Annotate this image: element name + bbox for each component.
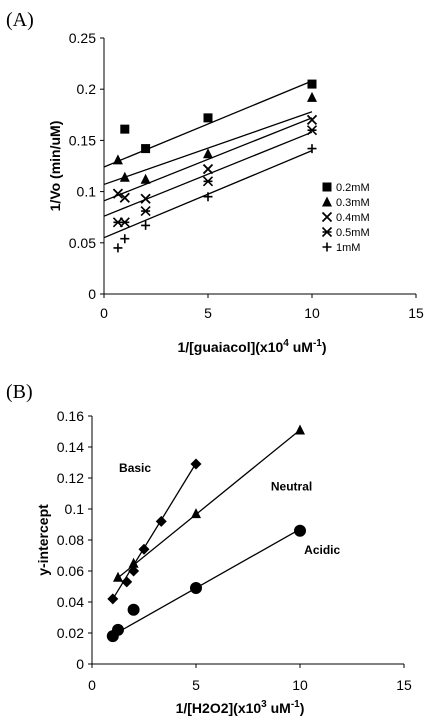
panel-b-point-Basic — [107, 593, 119, 605]
panel-b-point-Basic — [121, 576, 133, 588]
panel-b-annotation-neutral: Neutral — [271, 479, 312, 493]
panel-a-point-0.4mM — [306, 114, 318, 126]
panel-a-point-1mM — [141, 220, 151, 230]
panel-b-point-Acidic — [112, 623, 124, 636]
panel-a-chart: (A) 1/Vo (min/uM) 1/[guaiacol](x104 uM-1… — [6, 9, 424, 355]
panel-a-point-0.3mM — [203, 148, 213, 159]
panel-a-x-axis-label: 1/[guaiacol](x104 uM-1) — [177, 338, 326, 355]
panel-a-y-tick-label: 0.1 — [77, 184, 97, 200]
panel-a-point-0.5mM — [119, 217, 130, 228]
panel-a-plot-area — [104, 38, 416, 294]
panel-a-legend-label: 0.3mM — [336, 197, 370, 209]
panel-a-y-tick-label: 0.05 — [69, 235, 96, 251]
panel-b-point-Basic — [128, 565, 140, 577]
panel-b-fit-line-Neutral — [117, 429, 301, 579]
panel-a-point-0.5mM — [202, 176, 214, 187]
panel-b-y-tick-label: 0.02 — [57, 625, 84, 641]
panel-a-fit-line-0.4mM — [103, 117, 313, 202]
panel-b-chart: (B) y-intercept 1/[H2O2](x103 uM-1) 0 0.0… — [6, 381, 412, 716]
panel-b-label: (B) — [6, 381, 33, 403]
panel-b-y-tick-label: 0.14 — [57, 439, 84, 455]
panel-b-point-Acidic — [127, 603, 140, 616]
panel-a-x-tick-label: 10 — [304, 305, 320, 321]
panel-b-point-Neutral — [191, 508, 201, 519]
panel-a-point-0.5mM — [306, 125, 318, 136]
panel-a-x-tick-label: 15 — [408, 305, 424, 321]
panel-b-y-tick-label: 0.1 — [65, 501, 85, 517]
panel-a-x-tick-label: 5 — [204, 305, 212, 321]
panel-b-point-Basic — [190, 458, 202, 470]
panel-a-legend-marker — [322, 196, 332, 207]
panel-a-y-axis-label: 1/Vo (min/uM) — [47, 121, 63, 212]
panel-a-point-0.2mM — [203, 113, 213, 123]
panel-a-fit-line-0.5mM — [103, 131, 313, 217]
panel-a-point-0.2mM — [141, 144, 151, 154]
panel-b-point-Neutral — [113, 571, 123, 582]
panel-a-point-0.5mM — [140, 205, 151, 217]
panel-a-y-tick-label: 0.15 — [69, 132, 96, 148]
panel-b-y-tick-label: 0.08 — [57, 532, 84, 548]
panel-a-point-0.2mM — [307, 79, 317, 89]
panel-b-x-tick-label: 0 — [88, 677, 96, 693]
panel-b-point-Neutral — [295, 424, 305, 435]
panel-a-point-0.4mM — [202, 163, 214, 175]
panel-a-legend-marker — [321, 226, 333, 238]
panel-b-fit-line-Acidic — [112, 528, 301, 636]
panel-b-x-tick-label: 10 — [292, 677, 308, 693]
panel-a-point-1mM — [203, 192, 213, 202]
panel-a-legend-item: 0.5mM — [321, 226, 370, 239]
panel-a-point-0.3mM — [112, 154, 123, 165]
panel-a-legend-marker — [321, 211, 333, 223]
panel-a-point-0.4mM — [112, 188, 124, 199]
panel-a-fit-line-0.3mM — [103, 111, 313, 186]
panel-a-legend-item: 1mM — [322, 242, 360, 254]
panel-a-point-0.2mM — [120, 124, 130, 134]
panel-a-point-0.4mM — [119, 192, 130, 203]
panel-b-point-Acidic — [294, 524, 306, 537]
panel-a-y-tick-label: 0.25 — [69, 30, 96, 46]
panel-b-point-Basic — [155, 515, 167, 527]
panel-a-point-0.3mM — [119, 171, 130, 182]
panel-b-y-tick-label: 0.04 — [57, 594, 84, 610]
panel-a-point-1mM — [113, 243, 123, 253]
panel-b-annotation-basic: Basic — [119, 461, 151, 475]
panel-a-point-1mM — [120, 234, 130, 244]
panel-a-legend-label: 0.5mM — [336, 227, 370, 239]
panel-b-point-Neutral — [128, 557, 139, 568]
panel-a-label: (A) — [6, 9, 34, 31]
panel-b-point-Acidic — [190, 582, 202, 595]
panel-a-x-tick-label: 0 — [100, 305, 108, 321]
panel-b-point-Basic — [138, 543, 150, 555]
panel-b-y-tick-label: 0.16 — [57, 408, 84, 424]
panel-a-legend-item: 0.4mM — [321, 211, 370, 224]
panel-a-legend-item: 0.2mM — [322, 182, 370, 194]
panel-a-legend-item: 0.3mM — [322, 196, 370, 209]
panel-b-y-tick-label: 0 — [76, 656, 84, 672]
panel-b-x-tick-label: 15 — [396, 677, 412, 693]
panel-a-legend-marker — [322, 182, 332, 192]
panel-a-y-tick-label: 0.2 — [77, 81, 97, 97]
panel-b-y-tick-label: 0.12 — [57, 470, 84, 486]
panel-a-point-0.3mM — [307, 91, 317, 102]
panel-a-point-0.4mM — [140, 193, 151, 204]
panel-a-y-tick-label: 0 — [88, 286, 96, 302]
panel-b-annotation-acidic: Acidic — [304, 543, 340, 557]
panel-a-fit-line-0.2mM — [103, 80, 313, 168]
panel-b-x-axis-label: 1/[H2O2](x103 uM-1) — [176, 699, 305, 716]
panel-b-x-tick-label: 5 — [192, 677, 200, 693]
panel-a-legend-label: 0.2mM — [336, 182, 370, 194]
panel-a-point-1mM — [307, 144, 317, 154]
panel-b-y-axis-label: y-intercept — [35, 504, 51, 576]
panel-a-legend-label: 1mM — [336, 242, 360, 254]
panel-a-legend-label: 0.4mM — [336, 212, 370, 224]
panel-a-point-0.3mM — [140, 173, 151, 184]
panel-a-legend: 0.2mM 0.3mM 0.4mM 0.5mM 1mM — [321, 182, 370, 254]
panel-b-y-tick-label: 0.06 — [57, 563, 84, 579]
panel-a-legend-marker — [322, 242, 332, 252]
